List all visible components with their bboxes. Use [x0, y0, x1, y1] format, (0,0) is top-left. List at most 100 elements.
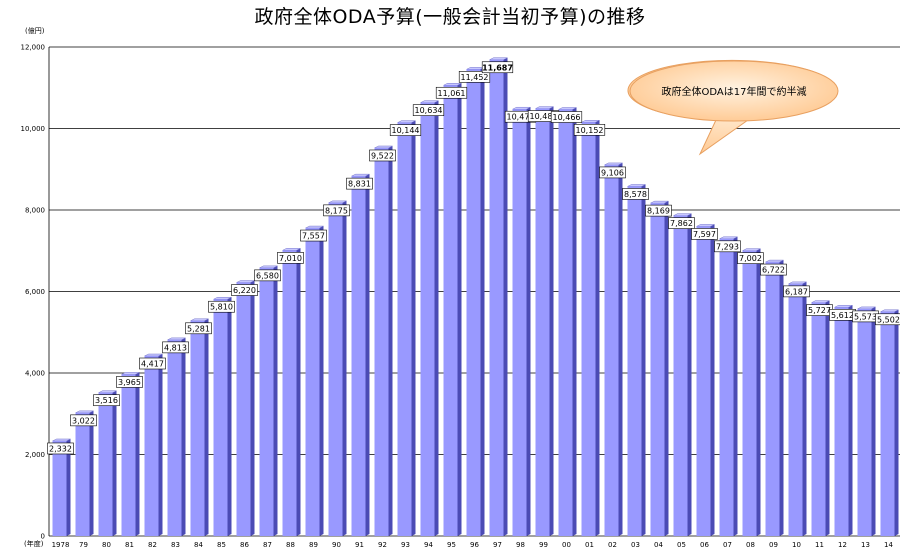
- bar: [374, 145, 393, 536]
- data-label-box: [231, 284, 258, 296]
- bar: [52, 438, 71, 536]
- bar-front: [857, 308, 872, 536]
- data-label: 5,727: [806, 304, 833, 316]
- data-label-text: 10,144: [392, 126, 420, 135]
- data-label-text: 5,727: [808, 306, 831, 315]
- bar-side: [572, 107, 577, 536]
- data-label-text: 7,597: [693, 230, 716, 239]
- bar: [742, 248, 761, 536]
- bar: [673, 213, 692, 536]
- bar: [719, 236, 738, 537]
- bar-side: [549, 106, 554, 537]
- x-tick-label: 99: [539, 541, 548, 549]
- x-tick-label: 10: [792, 541, 801, 549]
- bar-side: [89, 410, 94, 536]
- data-label-text: 7,862: [670, 219, 693, 228]
- bar-side: [848, 305, 853, 536]
- bar-front: [98, 392, 113, 536]
- x-axis-unit-label: (年度): [24, 539, 44, 548]
- x-tick-label: 83: [171, 541, 180, 549]
- data-label: 11,687: [481, 61, 514, 74]
- data-label: 5,612: [829, 309, 856, 321]
- data-label-text: 8,831: [348, 180, 371, 189]
- bar: [857, 306, 876, 536]
- data-label-text: 11,687: [482, 63, 513, 72]
- y-tick-label: 12,000: [21, 44, 46, 52]
- bar-front: [167, 339, 182, 536]
- bar: [811, 300, 830, 536]
- data-label: 9,522: [369, 149, 396, 162]
- bar-side: [319, 226, 324, 536]
- data-label-box: [70, 414, 97, 427]
- bar: [834, 305, 853, 536]
- data-label: 5,281: [185, 322, 212, 335]
- x-tick-labels: 1978 79 80 81 82 83 84 85 86 87 88 89 90 91 92 93 94 95 96…: [52, 541, 894, 549]
- data-label-text: 8,175: [325, 206, 348, 215]
- bar-front: [190, 320, 205, 536]
- data-label-text: 5,612: [831, 311, 854, 320]
- bar-front: [213, 299, 228, 536]
- bar-side: [779, 260, 784, 536]
- y-axis-unit-label: (億円): [25, 26, 45, 35]
- bar-side: [871, 306, 876, 536]
- bar-front: [328, 202, 343, 536]
- bar: [788, 281, 807, 536]
- data-label-text: 8,169: [647, 207, 670, 216]
- bar-side: [526, 107, 531, 536]
- x-tick-label: 95: [447, 541, 456, 549]
- bar-front: [75, 412, 90, 536]
- data-label-text: 8,578: [624, 190, 647, 199]
- bar: [397, 120, 416, 536]
- bar-front: [834, 307, 849, 536]
- bar-side: [756, 248, 761, 536]
- data-label: 6,580: [254, 269, 281, 282]
- data-label-text: 6,580: [256, 271, 279, 280]
- x-tick-label: 93: [401, 541, 410, 549]
- bar-front: [535, 108, 550, 537]
- data-label-text: 4,813: [164, 343, 187, 352]
- chart-title: 政府全体ODA予算(一般会計当初予算)の推移: [254, 6, 646, 28]
- x-tick-label: 81: [125, 541, 134, 549]
- data-label-text: 9,106: [601, 168, 624, 177]
- bar-side: [825, 300, 830, 536]
- data-label: 6,220: [231, 284, 258, 296]
- bar: [627, 184, 646, 536]
- x-tick-label: 86: [240, 541, 249, 549]
- annotation-callout: 政府全体ODAは17年間で約半減: [627, 59, 839, 156]
- data-label: 9,106: [599, 166, 626, 179]
- data-label-box: [458, 71, 491, 83]
- x-tick-label: 80: [102, 541, 111, 549]
- bar-front: [581, 122, 596, 536]
- bar: [75, 410, 94, 536]
- data-label-box: [116, 376, 143, 388]
- y-tick-label: 10,000: [21, 125, 46, 133]
- data-label-box: [760, 263, 787, 276]
- y-tick-labels: 0 2,000 4,000 6,000 8,000 10,000 12,000: [21, 44, 46, 541]
- data-label-box: [783, 285, 810, 298]
- data-label: 5,502: [875, 313, 900, 326]
- bar-front: [627, 186, 642, 536]
- data-label-text: 5,573: [854, 312, 877, 321]
- data-label: 7,010: [277, 252, 304, 264]
- data-label: 10,144: [389, 124, 422, 136]
- bar-front: [489, 59, 504, 536]
- bar-front: [604, 164, 619, 537]
- data-label-box: [435, 86, 468, 99]
- bar: [98, 390, 117, 536]
- bar-front: [742, 250, 757, 536]
- data-label-text: 2,332: [49, 444, 72, 453]
- bar-side: [802, 281, 807, 536]
- bar: [512, 107, 531, 536]
- data-label-text: 7,293: [716, 242, 739, 251]
- data-label-box: [645, 204, 672, 217]
- bar-front: [673, 215, 688, 536]
- data-label-box: [389, 124, 422, 136]
- data-label-box: [599, 166, 626, 179]
- bar: [558, 107, 577, 536]
- bar-side: [296, 248, 301, 536]
- data-label-text: 4,417: [141, 360, 164, 369]
- data-label: 5,573: [852, 310, 879, 323]
- bar-side: [227, 297, 232, 536]
